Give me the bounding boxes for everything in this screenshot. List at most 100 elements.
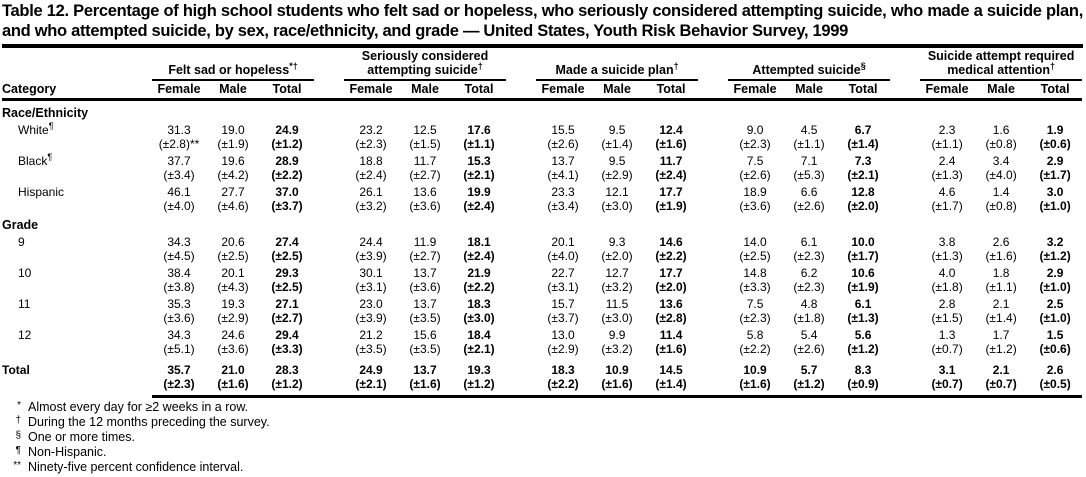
ci-cell: (±3.0) bbox=[601, 198, 633, 213]
ci-cell: (±3.6) bbox=[409, 198, 441, 213]
value-cell: 7.1 bbox=[800, 153, 818, 168]
ci-cell: (±1.5) bbox=[409, 136, 441, 151]
column-spacer bbox=[314, 356, 344, 377]
ci-cell: (±4.6) bbox=[217, 198, 249, 213]
value-cell: 18.4 bbox=[467, 327, 491, 342]
column-spacer bbox=[506, 249, 536, 263]
column-spacer bbox=[698, 199, 728, 213]
value-cell: 7.3 bbox=[854, 153, 872, 168]
value-cell: 17.7 bbox=[659, 265, 683, 280]
footnote-marker: ¶ bbox=[48, 120, 54, 131]
ci-cell: (±3.2) bbox=[355, 198, 387, 213]
ci-cell: (±0.6) bbox=[1039, 341, 1071, 356]
ci-row: (±2.8)** (±1.9) (±1.2) (±2.3) (±1.5) (±1.1) (±… bbox=[2, 137, 1082, 151]
ci-cell: (±0.7) bbox=[974, 376, 1029, 398]
footnote-marker: † bbox=[15, 414, 21, 426]
ci-cell: (±3.6) bbox=[739, 198, 771, 213]
value-cell: 37.0 bbox=[275, 184, 299, 199]
row-label: Hispanic bbox=[18, 184, 65, 199]
value-cell: 15.7 bbox=[551, 296, 575, 311]
ci-cell: (±2.2) bbox=[536, 376, 591, 398]
value-cell: 23.0 bbox=[359, 296, 383, 311]
ci-cell: (±3.7) bbox=[547, 310, 579, 325]
ci-row: (±3.4) (±4.2) (±2.2) (±2.4) (±2.7) (±2.1) (±4.… bbox=[2, 168, 1082, 182]
value-cell: 19.6 bbox=[221, 153, 245, 168]
column-spacer bbox=[698, 263, 728, 280]
column-spacer bbox=[506, 50, 536, 80]
value-cell: 8.3 bbox=[854, 362, 872, 377]
table-title: Table 12. Percentage of high school stud… bbox=[2, 2, 1083, 41]
value-cell: 22.7 bbox=[551, 265, 575, 280]
group-header-made-suicide-plan: Made a suicide plan† bbox=[536, 50, 699, 81]
column-spacer bbox=[890, 249, 920, 263]
value-cell: 11.7 bbox=[413, 153, 437, 168]
ci-cell: (±3.5) bbox=[355, 341, 387, 356]
column-spacer bbox=[698, 50, 728, 80]
value-cell: 7.5 bbox=[746, 153, 764, 168]
ci-cell: (±1.6) bbox=[590, 376, 645, 398]
value-cell: 2.1 bbox=[992, 296, 1010, 311]
ci-cell: (±2.5) bbox=[217, 248, 249, 263]
ci-cell: (±1.5) bbox=[931, 310, 963, 325]
value-cell: 20.1 bbox=[551, 234, 575, 249]
group-label: Suicide attempt required medical attenti… bbox=[927, 49, 1075, 77]
ci-cell: (±2.3) bbox=[793, 279, 825, 294]
value-cell: 10.9 bbox=[605, 362, 629, 377]
ci-cell: (±0.9) bbox=[836, 376, 891, 398]
ci-cell: (±1.2) bbox=[271, 136, 303, 151]
ci-cell: (±1.1) bbox=[793, 136, 825, 151]
subcolumn-header-row: Female Male Total Female Male Total Fema… bbox=[2, 79, 1083, 101]
footnote-text: Non-Hispanic. bbox=[28, 444, 107, 459]
ci-cell: (±2.3) bbox=[152, 376, 206, 398]
column-spacer bbox=[890, 263, 920, 280]
value-cell: 5.7 bbox=[800, 362, 818, 377]
column-spacer bbox=[314, 232, 344, 249]
column-spacer bbox=[698, 356, 728, 377]
ci-cell: (±2.2) bbox=[655, 248, 687, 263]
ci-row: (±5.1) (±3.6) (±3.3) (±3.5) (±3.5) (±2.1) (±2.… bbox=[2, 342, 1082, 356]
ci-cell: (±3.1) bbox=[547, 279, 579, 294]
value-cell: 13.7 bbox=[551, 153, 575, 168]
ci-cell: (±3.0) bbox=[601, 310, 633, 325]
value-cell: 3.8 bbox=[938, 234, 956, 249]
ci-cell: (±1.7) bbox=[847, 248, 879, 263]
value-cell: 30.1 bbox=[359, 265, 383, 280]
value-cell: 9.9 bbox=[608, 327, 626, 342]
ci-cell: (±2.1) bbox=[344, 376, 399, 398]
column-spacer bbox=[314, 342, 344, 356]
value-cell: 14.5 bbox=[659, 362, 683, 377]
ci-cell: (±1.8) bbox=[793, 310, 825, 325]
column-spacer bbox=[314, 137, 344, 151]
value-cell: 31.3 bbox=[167, 122, 191, 137]
subcol-total: Total bbox=[836, 79, 891, 101]
ci-cell: (±1.4) bbox=[601, 136, 633, 151]
value-cell: 37.7 bbox=[167, 153, 191, 168]
footnote-marker: † bbox=[477, 60, 483, 71]
column-spacer bbox=[698, 79, 729, 101]
column-spacer bbox=[698, 376, 729, 398]
ci-cell: (±1.0) bbox=[1039, 198, 1071, 213]
footnote-marker: * bbox=[17, 399, 21, 411]
value-cell: 10.9 bbox=[743, 362, 767, 377]
value-cell: 20.6 bbox=[221, 234, 245, 249]
column-spacer bbox=[698, 120, 728, 137]
column-spacer bbox=[890, 342, 920, 356]
column-spacer bbox=[698, 342, 728, 356]
value-cell: 1.6 bbox=[992, 122, 1010, 137]
value-cell: 27.7 bbox=[221, 184, 245, 199]
subcol-total: Total bbox=[1028, 79, 1083, 101]
value-cell: 15.6 bbox=[413, 327, 437, 342]
ci-cell: (±5.3) bbox=[793, 167, 825, 182]
ci-cell: (±2.2) bbox=[463, 279, 495, 294]
value-cell: 14.6 bbox=[659, 234, 683, 249]
column-spacer bbox=[506, 137, 536, 151]
column-spacer bbox=[698, 280, 728, 294]
column-spacer bbox=[506, 342, 536, 356]
column-spacer bbox=[698, 249, 728, 263]
ci-cell: (±1.1) bbox=[931, 136, 963, 151]
value-cell: 35.7 bbox=[167, 362, 191, 377]
ci-cell: (±2.7) bbox=[409, 167, 441, 182]
ci-cell: (±2.6) bbox=[793, 198, 825, 213]
footnote-marker: § bbox=[860, 60, 866, 71]
ci-cell: (±2.3) bbox=[739, 310, 771, 325]
